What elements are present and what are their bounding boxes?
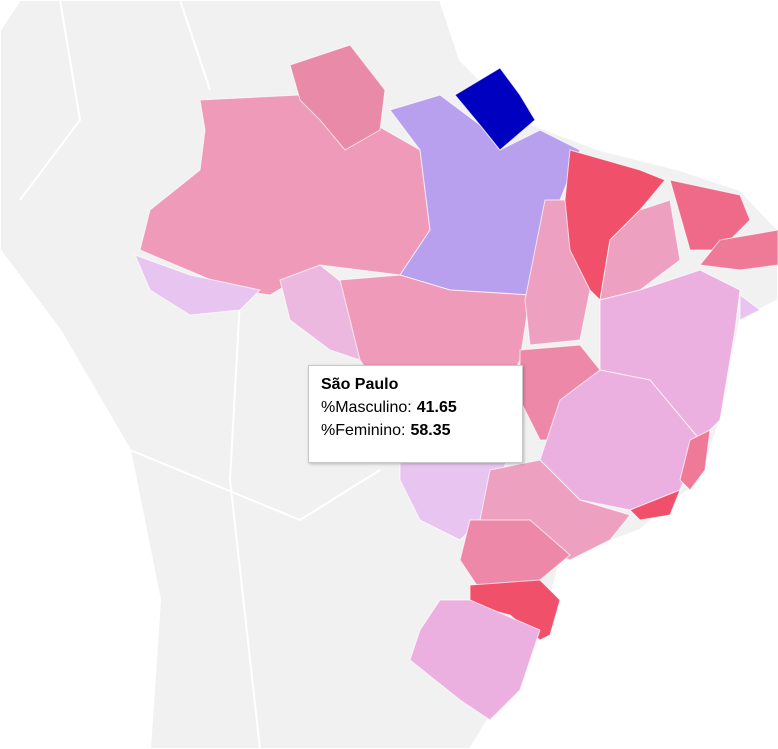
state[interactable] (409, 599, 541, 721)
state[interactable] (679, 429, 711, 491)
state[interactable] (134, 254, 262, 316)
state[interactable] (669, 179, 751, 251)
tooltip-title: São Paulo (321, 376, 399, 393)
state[interactable] (699, 229, 778, 271)
tooltip-value: 41.65 (416, 399, 457, 416)
state[interactable] (739, 294, 761, 321)
tooltip-label: %Masculino: (321, 399, 412, 416)
state[interactable] (629, 489, 681, 521)
tooltip: São Paulo %Masculino: 41.65 %Feminino: 58.… (308, 365, 523, 463)
tooltip-label: %Feminino: (321, 422, 406, 439)
tooltip-row: %Feminino: 58.35 (321, 422, 510, 440)
tooltip-value: 58.35 (410, 422, 451, 439)
state[interactable] (289, 44, 386, 151)
state[interactable] (454, 67, 536, 151)
tooltip-row: %Masculino: 41.65 (321, 399, 510, 417)
border (19, 0, 381, 749)
